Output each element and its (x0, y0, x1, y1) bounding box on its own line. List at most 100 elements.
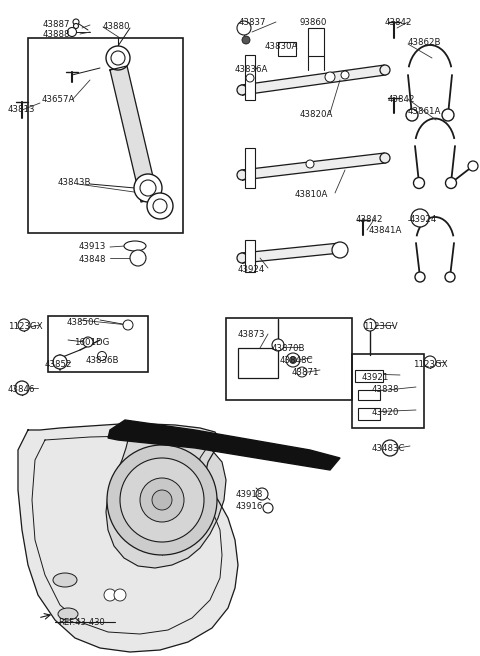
Ellipse shape (237, 170, 247, 180)
Text: 43887: 43887 (43, 20, 71, 29)
Ellipse shape (53, 573, 77, 587)
Circle shape (123, 320, 133, 330)
Circle shape (104, 589, 116, 601)
Circle shape (147, 193, 173, 219)
Circle shape (332, 242, 348, 258)
Text: 43836B: 43836B (86, 356, 120, 365)
Circle shape (83, 337, 93, 347)
Ellipse shape (58, 608, 78, 620)
Text: 1123GX: 1123GX (8, 322, 43, 331)
Text: 1123GV: 1123GV (363, 322, 397, 331)
Polygon shape (241, 65, 386, 95)
Circle shape (130, 250, 146, 266)
Text: 43871: 43871 (292, 368, 320, 377)
Circle shape (152, 490, 172, 510)
Circle shape (445, 272, 455, 282)
Circle shape (406, 109, 418, 121)
Text: 43920: 43920 (372, 408, 399, 417)
Polygon shape (241, 153, 385, 180)
Text: REF.43-430: REF.43-430 (58, 618, 105, 627)
Ellipse shape (237, 85, 247, 95)
Circle shape (53, 355, 67, 369)
Ellipse shape (237, 253, 247, 263)
Polygon shape (110, 66, 158, 202)
Text: 43841A: 43841A (369, 226, 402, 235)
Bar (245, 55, 255, 100)
Circle shape (289, 356, 297, 363)
Text: 43842: 43842 (356, 215, 384, 224)
Bar (355, 370, 383, 382)
Circle shape (140, 478, 184, 522)
Bar (48, 316, 148, 372)
Polygon shape (106, 434, 226, 568)
Text: 43913: 43913 (79, 242, 107, 251)
Circle shape (382, 440, 398, 456)
Circle shape (120, 458, 204, 542)
Text: 93860: 93860 (300, 18, 327, 27)
Ellipse shape (124, 241, 146, 251)
Circle shape (242, 36, 250, 44)
Circle shape (445, 178, 456, 188)
Polygon shape (108, 420, 340, 470)
Bar (245, 148, 255, 188)
Text: 43842: 43842 (385, 18, 412, 27)
Bar (278, 42, 296, 56)
Circle shape (424, 356, 436, 368)
Text: 43838: 43838 (372, 385, 399, 394)
Text: 43657A: 43657A (42, 95, 75, 104)
Circle shape (107, 445, 217, 555)
Text: 43830A: 43830A (265, 42, 299, 51)
Circle shape (468, 161, 478, 171)
Ellipse shape (380, 65, 390, 75)
Text: 43924: 43924 (410, 215, 437, 224)
Text: 43842: 43842 (388, 95, 416, 104)
Text: 43848C: 43848C (280, 356, 313, 365)
Circle shape (73, 19, 79, 25)
Text: 1601DG: 1601DG (74, 338, 109, 347)
Text: 43924: 43924 (238, 265, 265, 274)
Circle shape (73, 24, 79, 28)
Circle shape (263, 503, 273, 513)
Bar (358, 408, 380, 420)
Circle shape (111, 51, 125, 65)
Bar (308, 28, 324, 56)
Ellipse shape (335, 243, 345, 253)
Polygon shape (241, 243, 340, 263)
Text: 43813: 43813 (8, 105, 36, 114)
Circle shape (153, 199, 167, 213)
Bar (245, 240, 255, 272)
Text: 43810A: 43810A (295, 190, 328, 199)
Bar (28, 38, 183, 233)
Bar (238, 348, 278, 378)
Text: 43850C: 43850C (67, 318, 100, 327)
Text: 43820A: 43820A (300, 110, 334, 119)
Circle shape (237, 21, 251, 35)
Circle shape (415, 272, 425, 282)
Text: 43837: 43837 (239, 18, 266, 27)
Circle shape (68, 28, 76, 37)
Circle shape (364, 319, 376, 331)
Circle shape (18, 319, 30, 331)
Circle shape (97, 352, 107, 361)
Text: 43861A: 43861A (408, 107, 442, 116)
Circle shape (442, 109, 454, 121)
Circle shape (286, 353, 300, 367)
Circle shape (325, 72, 335, 82)
Circle shape (106, 46, 130, 70)
Text: 43888: 43888 (43, 30, 71, 39)
Bar (358, 390, 380, 400)
Circle shape (297, 367, 307, 377)
Bar (226, 318, 352, 400)
Text: 43918: 43918 (236, 490, 264, 499)
Text: 43483C: 43483C (372, 444, 406, 453)
Text: 43873: 43873 (238, 330, 265, 339)
Circle shape (341, 71, 349, 79)
Circle shape (15, 381, 29, 395)
Bar (352, 354, 424, 428)
Circle shape (140, 180, 156, 196)
Circle shape (114, 589, 126, 601)
Circle shape (272, 339, 284, 351)
Text: 1123GX: 1123GX (413, 360, 448, 369)
Text: 43921: 43921 (362, 373, 389, 382)
Text: 43846: 43846 (8, 385, 36, 394)
